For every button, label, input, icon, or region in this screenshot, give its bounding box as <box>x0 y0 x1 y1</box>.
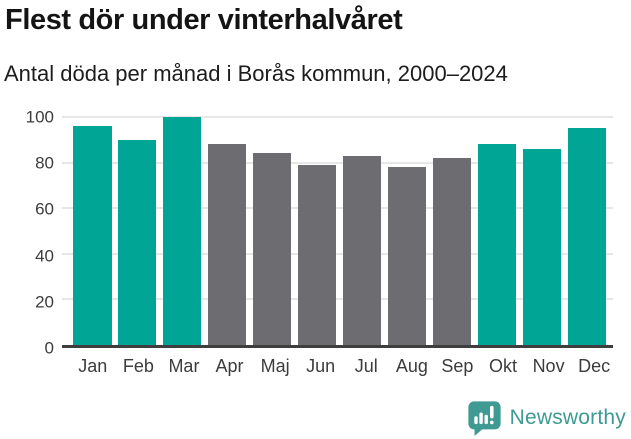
chart-title: Flest dör under vinterhalvåret <box>5 4 403 36</box>
y-axis: 0 20 40 60 80 100 <box>0 109 54 357</box>
bar-slot-maj <box>250 117 295 345</box>
chart-subtitle: Antal döda per månad i Borås kommun, 200… <box>4 61 508 86</box>
y-tick-label-80: 80 <box>35 153 54 173</box>
x-tick-label-feb: Feb <box>122 356 154 376</box>
plot-area <box>62 116 613 348</box>
newsworthy-logo[interactable]: Newsworthy <box>466 400 626 436</box>
bar-slot-sep <box>429 117 474 345</box>
x-tick-label-dec: Dec <box>578 356 611 376</box>
x-tick-label-maj: Maj <box>260 356 290 376</box>
bar-jan <box>73 126 112 345</box>
bar-slot-aug <box>384 117 429 345</box>
y-tick-label-20: 20 <box>35 292 54 312</box>
bar-slot-okt <box>474 117 519 345</box>
bar-okt <box>477 144 516 345</box>
gridlines <box>62 116 613 345</box>
x-tick-label-jun: Jun <box>306 356 336 376</box>
bar-jul <box>342 155 382 345</box>
bar-nov <box>522 148 561 345</box>
bar-slot-jul <box>340 117 385 345</box>
y-tick-label-40: 40 <box>35 246 54 266</box>
x-tick-label-sep: Sep <box>441 356 474 376</box>
gridline-100 <box>62 116 613 118</box>
bar-maj <box>253 153 292 345</box>
bar-slot-jan <box>70 117 115 345</box>
x-tick-label-apr: Apr <box>215 356 244 376</box>
gridline-40 <box>62 252 613 255</box>
bar-feb <box>118 139 157 345</box>
y-tick-label-60: 60 <box>35 199 54 219</box>
bar-mar <box>163 117 202 345</box>
bar-jun <box>297 164 337 345</box>
x-tick-label-nov: Nov <box>532 356 565 376</box>
bar-slot-nov <box>519 117 564 345</box>
gridline-20 <box>62 298 613 301</box>
y-tick-label-0: 0 <box>44 338 54 358</box>
bar-series <box>70 117 609 345</box>
bar-slot-mar <box>160 117 205 345</box>
bar-dec <box>567 128 606 345</box>
gridline-80 <box>62 161 613 164</box>
x-axis: Jan Feb Mar Apr Maj Jun Jul Aug Sep Okt Nov Dec <box>70 356 617 377</box>
x-tick-label-jan: Jan <box>78 356 108 376</box>
bar-slot-dec <box>564 117 609 345</box>
gridline-60 <box>62 207 613 210</box>
bar-slot-feb <box>115 117 160 345</box>
bar-aug <box>387 167 426 345</box>
y-tick-label-100: 100 <box>25 107 54 127</box>
x-tick-label-aug: Aug <box>395 356 428 376</box>
x-tick-label-mar: Mar <box>168 356 200 376</box>
x-tick-label-jul: Jul <box>354 356 378 376</box>
bar-slot-apr <box>205 117 250 345</box>
bar-apr <box>208 144 247 345</box>
bar-sep <box>432 158 471 345</box>
x-tick-label-okt: Okt <box>488 356 517 376</box>
newsworthy-logo-text: Newsworthy <box>509 406 626 429</box>
newsworthy-logo-icon <box>468 401 501 436</box>
bar-slot-jun <box>295 117 340 345</box>
